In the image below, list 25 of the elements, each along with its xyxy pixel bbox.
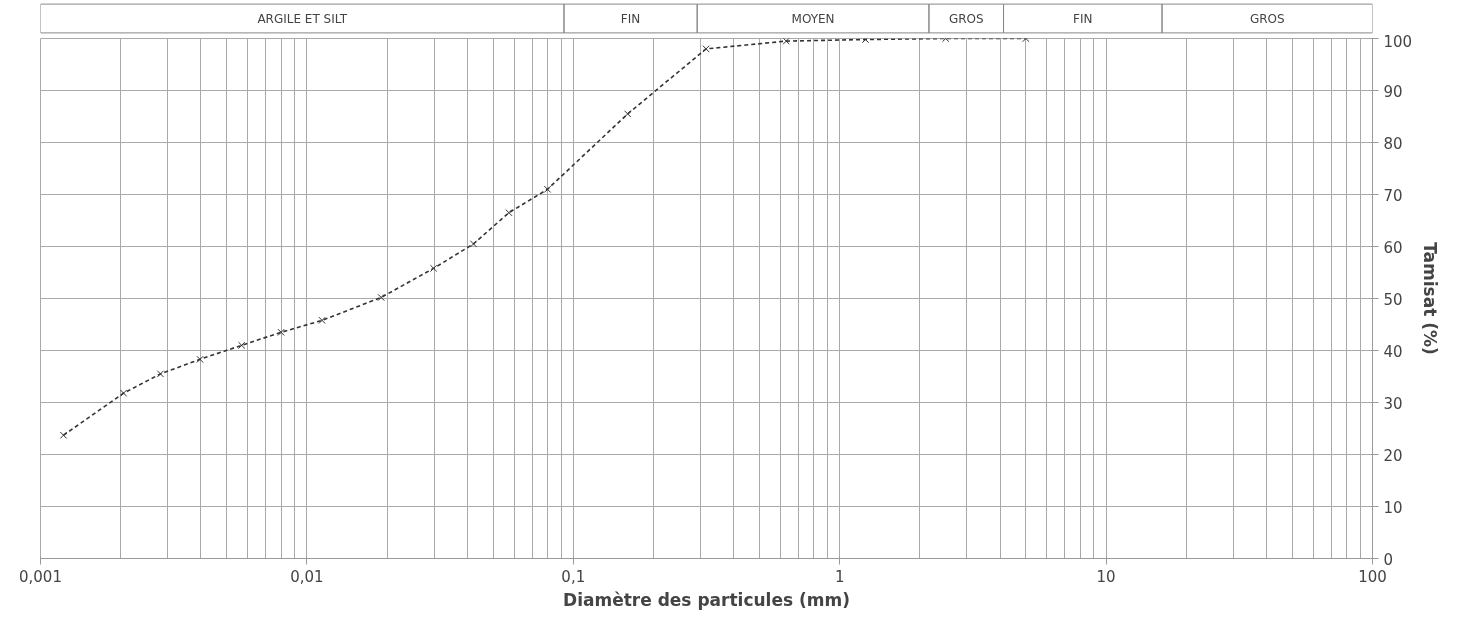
y-tick-label: 40 bbox=[1383, 342, 1403, 361]
x-tick-label: 0,1 bbox=[561, 567, 586, 586]
y-tick-label: 50 bbox=[1383, 290, 1403, 309]
y-tick-label: 0 bbox=[1383, 550, 1394, 569]
y-tick-label: 30 bbox=[1383, 394, 1403, 413]
x-tick-label: 1 bbox=[834, 567, 845, 586]
y-tick-label: 60 bbox=[1383, 238, 1403, 257]
text: MOYEN bbox=[791, 11, 835, 26]
x-tick-label: 0,001 bbox=[19, 567, 62, 586]
x-axis-title: Diamètre des particules (mm) bbox=[563, 589, 850, 610]
y-tick-label: 100 bbox=[1383, 32, 1413, 51]
y-tick-label: 80 bbox=[1383, 134, 1403, 153]
y-tick-label: 90 bbox=[1383, 82, 1403, 101]
text: FIN bbox=[1073, 11, 1093, 26]
y-tick-label: 10 bbox=[1383, 498, 1403, 517]
x-tick-label: 0,01 bbox=[290, 567, 324, 586]
text: GROS bbox=[1249, 11, 1285, 26]
y-axis-title: Tamisat (%) bbox=[1420, 242, 1441, 355]
y-tick-label: 20 bbox=[1383, 446, 1403, 465]
text: ARGILE ET SILT bbox=[257, 11, 348, 26]
text: FIN bbox=[620, 11, 641, 26]
x-tick-label: 100 bbox=[1358, 567, 1387, 586]
x-tick-label: 10 bbox=[1096, 567, 1116, 586]
y-tick-label: 70 bbox=[1383, 186, 1403, 205]
text: GROS bbox=[948, 11, 984, 26]
